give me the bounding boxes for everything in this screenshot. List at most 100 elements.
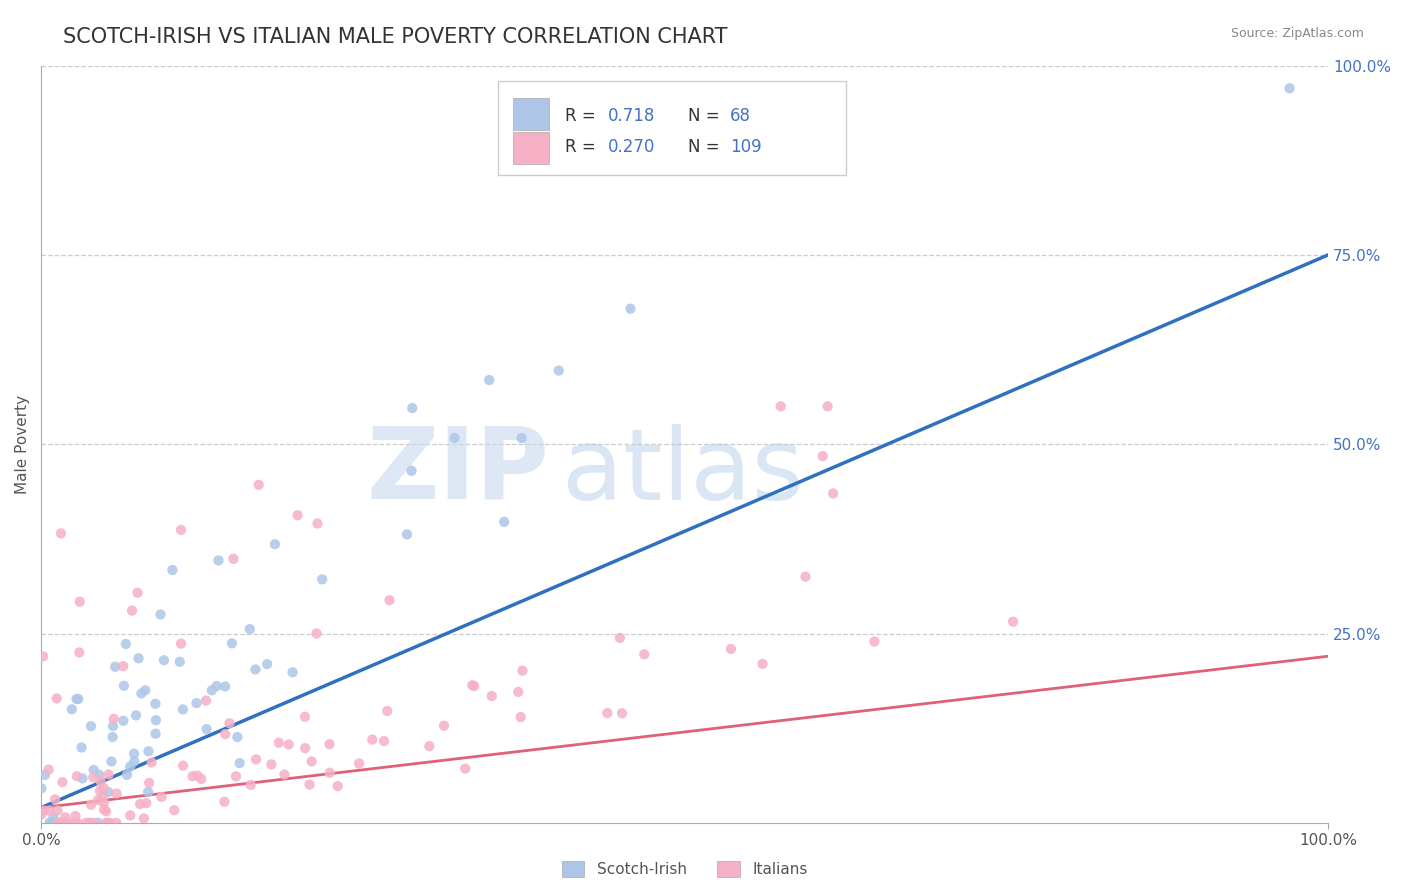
Point xyxy=(1278,81,1301,95)
Point xyxy=(87,815,110,830)
Point xyxy=(141,756,163,770)
Point xyxy=(80,797,103,812)
Point xyxy=(51,775,73,789)
Point xyxy=(82,770,104,784)
Point xyxy=(48,815,70,830)
Point xyxy=(62,815,84,830)
Text: 0.718: 0.718 xyxy=(607,106,655,125)
Point xyxy=(145,713,167,727)
Point xyxy=(281,665,304,680)
FancyBboxPatch shape xyxy=(513,132,550,164)
Point xyxy=(222,551,245,566)
Point xyxy=(112,659,135,673)
Text: 68: 68 xyxy=(730,106,751,125)
Point xyxy=(97,785,120,799)
Point xyxy=(326,779,349,793)
Point xyxy=(245,752,267,766)
Point xyxy=(115,768,138,782)
Point xyxy=(93,796,115,810)
Point xyxy=(221,636,243,650)
Point xyxy=(201,683,224,698)
Point xyxy=(101,730,124,744)
Point xyxy=(301,755,323,769)
Point xyxy=(30,781,52,796)
Point xyxy=(89,768,111,782)
Point xyxy=(401,401,423,416)
Point xyxy=(305,626,328,640)
Point xyxy=(195,722,218,736)
Y-axis label: Male Poverty: Male Poverty xyxy=(15,394,30,494)
Point xyxy=(70,740,93,755)
Point xyxy=(264,537,287,551)
Point xyxy=(361,732,384,747)
Point xyxy=(186,769,208,783)
Point xyxy=(162,563,184,577)
Point xyxy=(91,789,114,804)
Point xyxy=(287,508,309,523)
Text: N =: N = xyxy=(689,106,725,125)
Point xyxy=(239,778,262,792)
Point xyxy=(863,634,886,648)
Point xyxy=(83,763,105,777)
Point xyxy=(41,815,63,830)
Point xyxy=(823,486,845,500)
Point xyxy=(87,793,110,807)
Point xyxy=(48,815,70,830)
Point xyxy=(401,464,423,478)
Point xyxy=(56,815,79,830)
Point xyxy=(433,719,456,733)
Point xyxy=(172,702,194,716)
Point xyxy=(38,815,60,830)
Point xyxy=(195,693,218,707)
Text: ZIP: ZIP xyxy=(367,422,550,519)
Point xyxy=(45,815,67,830)
Point xyxy=(93,780,115,795)
Point xyxy=(494,515,516,529)
Point xyxy=(172,758,194,772)
Point xyxy=(66,769,89,783)
Point xyxy=(66,815,89,830)
Point xyxy=(347,756,370,771)
Point xyxy=(45,691,67,706)
Point xyxy=(46,804,69,818)
Text: R =: R = xyxy=(565,138,600,156)
Point xyxy=(93,802,115,816)
Point xyxy=(60,702,83,716)
Point xyxy=(720,642,742,657)
Point xyxy=(443,431,465,445)
Point xyxy=(375,704,398,718)
Point xyxy=(256,657,278,672)
Point xyxy=(67,645,90,659)
Point xyxy=(32,804,55,818)
Point xyxy=(163,803,186,817)
Point xyxy=(153,653,176,667)
Point xyxy=(75,815,97,830)
FancyBboxPatch shape xyxy=(513,98,550,130)
Point xyxy=(52,815,75,830)
Point xyxy=(72,772,94,786)
Point xyxy=(619,301,641,316)
Point xyxy=(794,569,817,583)
Legend: Scotch-Irish, Italians: Scotch-Irish, Italians xyxy=(555,855,814,883)
Point xyxy=(96,815,118,830)
Point xyxy=(769,400,792,414)
Point xyxy=(53,810,76,824)
Text: 0.270: 0.270 xyxy=(607,138,655,156)
Point xyxy=(267,736,290,750)
Point xyxy=(186,696,208,710)
Point xyxy=(373,734,395,748)
Point xyxy=(181,769,204,783)
Point xyxy=(79,815,101,830)
Point xyxy=(318,737,340,751)
Point xyxy=(817,400,839,414)
Point xyxy=(80,719,103,733)
Point xyxy=(508,685,530,699)
Point xyxy=(32,649,55,664)
Point xyxy=(454,762,477,776)
Point xyxy=(90,774,112,789)
Point xyxy=(41,815,63,830)
Point xyxy=(461,678,484,692)
Point xyxy=(136,785,159,799)
Point xyxy=(596,706,619,720)
Point xyxy=(34,768,56,782)
